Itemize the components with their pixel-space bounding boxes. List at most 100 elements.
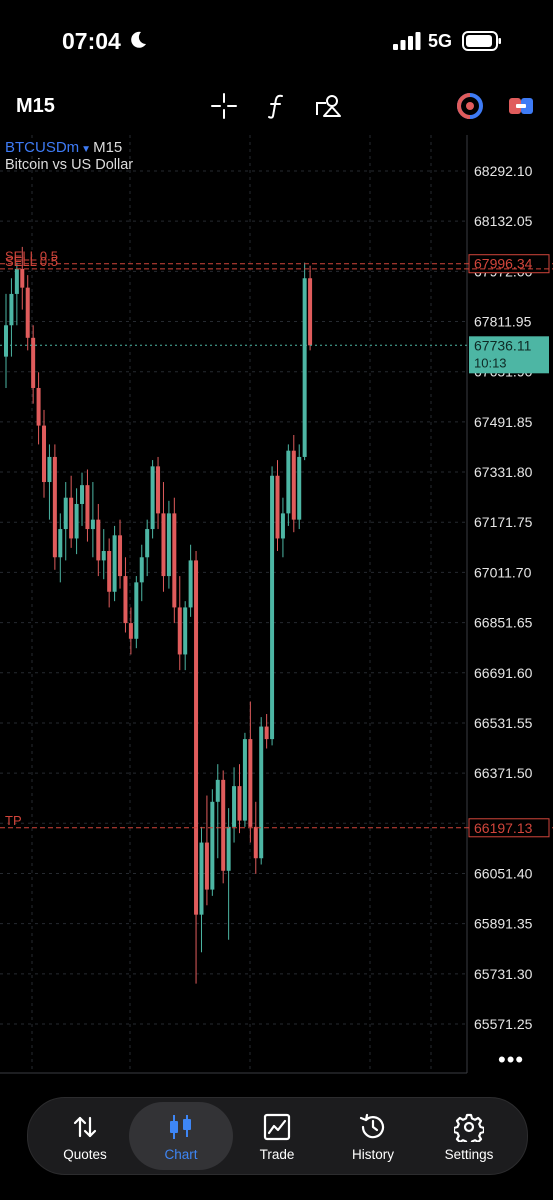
one-click-trading-icon[interactable] <box>506 91 536 121</box>
candle <box>101 550 106 561</box>
price-axis-label: 67171.75 <box>474 514 533 530</box>
price-axis-label: 65571.25 <box>474 1016 533 1032</box>
price-chart[interactable]: 68292.1068132.0567972.0067811.9567651.90… <box>0 135 553 1075</box>
candle <box>145 529 150 558</box>
order-line-label[interactable]: SELL 0.5 <box>5 249 58 264</box>
candle <box>9 293 14 326</box>
timeframe-button[interactable]: M15 <box>16 95 55 117</box>
price-axis-label: 66531.55 <box>474 715 533 731</box>
price-axis-label: 66371.50 <box>474 765 533 781</box>
network-label: 5G <box>428 31 453 51</box>
candle <box>118 535 123 577</box>
tab-trade-label: Trade <box>259 1147 295 1162</box>
candle <box>31 337 36 388</box>
trade-icon <box>263 1113 291 1141</box>
candle <box>107 550 112 592</box>
price-axis-label: 67491.85 <box>474 414 533 430</box>
more-options-icon[interactable]: ••• <box>498 1047 525 1072</box>
order-line-label[interactable]: SELL 0.5 <box>5 254 58 269</box>
price-axis-label: 66051.40 <box>474 865 533 881</box>
candle <box>161 513 166 577</box>
candle <box>253 826 258 859</box>
candle <box>47 456 52 483</box>
status-time: 07:04 <box>62 28 121 54</box>
candle <box>150 466 155 530</box>
candle <box>20 268 25 288</box>
trade-signal-icon[interactable] <box>455 91 485 121</box>
price-axis-label: 65891.35 <box>474 916 533 932</box>
candle <box>275 475 280 539</box>
chart-toolbar: M15 <box>0 85 553 127</box>
order-price-tag <box>468 818 550 838</box>
candle <box>308 278 313 346</box>
candle <box>14 268 19 294</box>
history-icon <box>359 1113 385 1139</box>
objects-icon[interactable] <box>313 91 343 121</box>
bid-price-text: 67736.11 <box>474 337 532 353</box>
bid-price-tag <box>469 336 549 374</box>
battery-icon <box>462 31 501 51</box>
tab-settings[interactable]: Settings <box>419 1102 519 1170</box>
candle <box>42 425 47 483</box>
candle <box>221 779 226 871</box>
order-price-tag <box>468 254 550 274</box>
candle <box>90 519 95 530</box>
candle <box>297 456 302 520</box>
order-price-tag-text: 67996.34 <box>474 256 533 272</box>
order-line-label[interactable]: TP <box>5 813 22 828</box>
signal-icon <box>393 32 421 50</box>
price-axis-label: 67011.70 <box>474 564 532 580</box>
crosshair-icon[interactable] <box>209 91 239 121</box>
tab-trade[interactable]: Trade <box>227 1102 327 1170</box>
tab-history[interactable]: History <box>323 1102 423 1170</box>
candle <box>270 475 275 740</box>
candle <box>36 387 41 426</box>
indicators-icon[interactable] <box>262 91 292 121</box>
candle <box>4 325 8 357</box>
candle <box>134 582 139 639</box>
candle <box>242 739 247 821</box>
candlestick-chart[interactable]: 68292.1068132.0567972.0067811.9567651.90… <box>0 135 553 1075</box>
candle <box>204 842 209 890</box>
gear-icon <box>454 1113 484 1142</box>
candle <box>52 456 57 558</box>
bottom-tab-bar: Quotes Chart Trade History <box>27 1097 528 1175</box>
candle <box>139 557 144 583</box>
price-axis-label: 65731.30 <box>474 966 533 982</box>
tab-settings-label: Settings <box>444 1147 494 1162</box>
price-axis-label: 68132.05 <box>474 213 533 229</box>
candle <box>80 485 85 504</box>
candle <box>302 278 307 457</box>
price-axis-label: 66691.60 <box>474 665 533 681</box>
candle <box>237 786 242 821</box>
symbol-header[interactable]: BTCUSDm ▼ M15 <box>5 139 122 156</box>
candle <box>210 801 215 890</box>
candle <box>85 485 90 530</box>
tab-quotes[interactable]: Quotes <box>35 1102 135 1170</box>
tab-chart[interactable]: Chart <box>129 1102 233 1170</box>
moon-icon <box>131 31 146 48</box>
candle <box>280 513 285 539</box>
candle <box>177 607 182 655</box>
candle <box>199 842 204 915</box>
candle <box>128 623 133 639</box>
candle <box>232 786 237 827</box>
candle <box>183 607 188 655</box>
candle <box>25 287 30 338</box>
symbol-timeframe: M15 <box>93 139 123 156</box>
quotes-icon <box>73 1116 97 1138</box>
tab-history-label: History <box>351 1147 394 1162</box>
candle <box>123 576 128 624</box>
candle <box>286 450 291 514</box>
price-axis-label: 67331.80 <box>474 464 533 480</box>
tab-quotes-label: Quotes <box>63 1147 107 1162</box>
candle <box>69 497 74 539</box>
symbol-dropdown-icon[interactable]: ▼ <box>81 144 92 155</box>
price-axis-label: 66851.65 <box>474 615 533 631</box>
candle <box>96 519 101 561</box>
candle <box>291 450 296 520</box>
candle <box>215 779 220 802</box>
candle <box>259 726 264 859</box>
symbol-name[interactable]: BTCUSDm <box>5 139 80 156</box>
candle <box>188 560 193 608</box>
